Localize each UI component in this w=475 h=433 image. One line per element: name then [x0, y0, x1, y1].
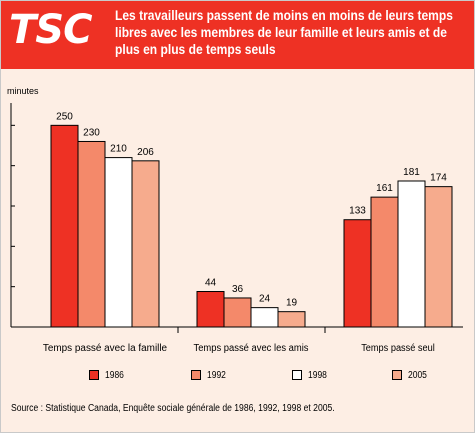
legend-label: 1992 — [207, 370, 226, 381]
bar-1986-1 — [50, 124, 79, 328]
bar-1998-1 — [104, 157, 133, 328]
legend: 1986 1992 1998 2005 — [1, 369, 474, 387]
data-label: 19 — [286, 298, 298, 309]
chart-title: Les travailleurs passent de moins en moi… — [115, 7, 453, 57]
data-label: 210 — [110, 144, 127, 155]
legend-label: 2005 — [408, 370, 427, 381]
bar-1986-2 — [196, 291, 225, 328]
legend-swatch — [392, 370, 402, 380]
bar-1986-3 — [343, 219, 372, 328]
bar-1992-2 — [223, 297, 252, 328]
data-label: 250 — [56, 111, 73, 122]
data-label: 161 — [376, 183, 393, 194]
tsc-logo: TSC — [9, 7, 92, 53]
bar-chart: minutes 250 230 210 206 Temps passé avec la f… — [7, 86, 463, 354]
legend-swatch — [191, 370, 201, 380]
bar-1992-1 — [77, 140, 106, 328]
data-label: 44 — [205, 278, 217, 289]
legend-swatch — [292, 370, 302, 380]
legend-label: 1986 — [105, 370, 124, 381]
data-label: 24 — [259, 294, 271, 305]
category-label: Temps passé avec les amis — [194, 343, 309, 354]
data-label: 181 — [403, 167, 420, 178]
source-note: Source : Statistique Canada, Enquête soc… — [11, 403, 335, 414]
bar-1998-3 — [397, 180, 426, 328]
bar-1998-2 — [250, 307, 279, 328]
data-label: 206 — [137, 147, 154, 158]
legend-swatch — [89, 370, 99, 380]
category-label: Temps passé seul — [361, 343, 435, 354]
header-banner: TSC Les travailleurs passent de moins en… — [1, 1, 474, 69]
data-label: 133 — [349, 206, 366, 217]
bar-1992-3 — [370, 196, 399, 328]
data-label: 230 — [83, 127, 100, 138]
legend-label: 1998 — [308, 370, 327, 381]
bar-2005-1 — [131, 160, 160, 328]
bar-2005-3 — [424, 186, 453, 328]
category-label: Temps passé avec la famille — [43, 343, 168, 354]
y-axis-label: minutes — [7, 86, 39, 96]
bar-2005-2 — [277, 311, 306, 328]
data-label: 36 — [232, 284, 244, 295]
data-label: 174 — [430, 173, 447, 184]
